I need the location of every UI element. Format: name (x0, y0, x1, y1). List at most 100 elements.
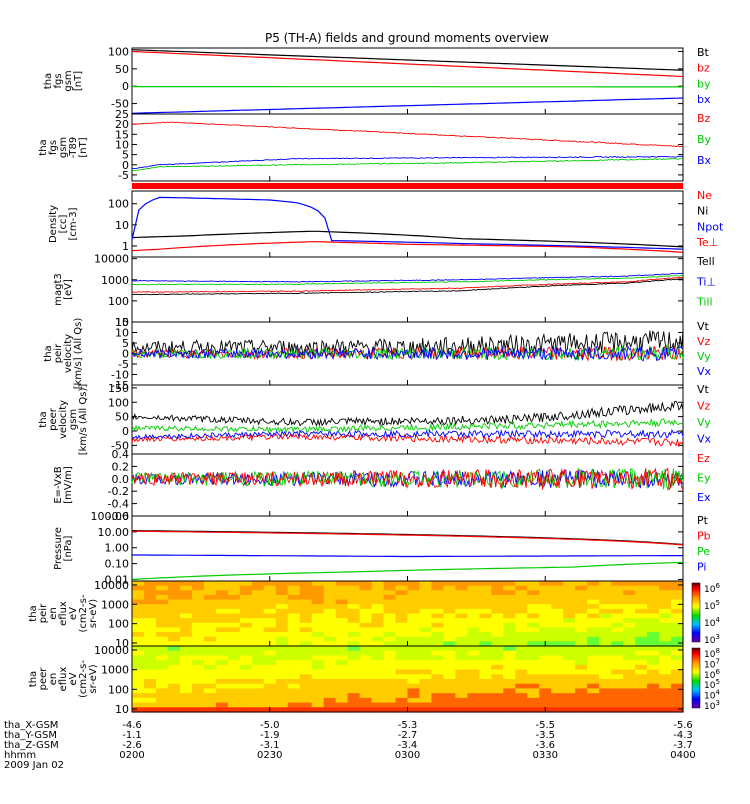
legend-entry: Vy (697, 350, 711, 363)
heatmap-cell (264, 614, 277, 619)
heatmap-cell (527, 586, 540, 591)
heatmap-cell (491, 590, 504, 595)
heatmap-cell (132, 604, 145, 609)
heatmap-cell (479, 600, 492, 605)
heatmap-cell (659, 703, 672, 708)
heatmap-cell (228, 688, 241, 693)
heatmap-cell (360, 674, 373, 679)
heatmap-cell (396, 595, 409, 600)
heatmap-cell (144, 632, 157, 637)
heatmap-cell (491, 618, 504, 623)
heatmap-cell (599, 651, 612, 656)
heatmap-cell (252, 627, 265, 632)
heatmap-cell (240, 627, 253, 632)
heatmap-cell (372, 665, 385, 670)
heatmap-cell (192, 698, 205, 703)
colorbar (692, 648, 700, 708)
data-gap-bar (132, 183, 683, 189)
heatmap-cell (216, 604, 229, 609)
heatmap-cell (611, 679, 624, 684)
heatmap-cell (372, 581, 385, 586)
heatmap-cell (348, 688, 361, 693)
heatmap-cell (623, 665, 636, 670)
heatmap-cell (168, 627, 181, 632)
heatmap-cell (659, 660, 672, 665)
legend-entry: Bz (697, 112, 711, 125)
heatmap-cell (372, 646, 385, 651)
heatmap-cell (348, 674, 361, 679)
heatmap-cell (168, 688, 181, 693)
legend-entry: Vx (697, 365, 712, 378)
legend-entry: bx (697, 93, 711, 106)
y-tick-label: 150 (108, 382, 129, 395)
heatmap-cell (587, 581, 600, 586)
heatmap-cell (180, 703, 193, 708)
legend-entry: Vt (697, 320, 710, 333)
heatmap-cell (192, 637, 205, 642)
heatmap-cell (144, 637, 157, 642)
heatmap-cell (611, 600, 624, 605)
heatmap-cell (312, 679, 325, 684)
heatmap-cell (431, 586, 444, 591)
heatmap-cell (360, 688, 373, 693)
heatmap-cell (455, 590, 468, 595)
heatmap-cell (575, 618, 588, 623)
heatmap-cell (671, 684, 684, 689)
legend-entry: Ex (697, 491, 711, 504)
legend-entry: by (697, 77, 711, 90)
heatmap-cell (671, 586, 684, 591)
heatmap-cell (503, 665, 516, 670)
heatmap-cell (587, 609, 600, 614)
legend-entry: Ne (697, 189, 712, 202)
heatmap-cell (408, 688, 421, 693)
heatmap-cell (599, 623, 612, 628)
heatmap-cell (324, 684, 337, 689)
heatmap-cell (144, 698, 157, 703)
heatmap-cell (336, 660, 349, 665)
heatmap-cell (647, 679, 660, 684)
heatmap-cell (168, 600, 181, 605)
heatmap-cell (168, 698, 181, 703)
heatmap-cell (539, 595, 552, 600)
heatmap-cell (312, 600, 325, 605)
legend-entry: Tell (696, 255, 715, 268)
heatmap-cell (503, 660, 516, 665)
heatmap-cell (551, 581, 564, 586)
heatmap-cell (503, 614, 516, 619)
heatmap-cell (396, 651, 409, 656)
heatmap-cell (611, 684, 624, 689)
heatmap-cell (336, 637, 349, 642)
y-tick-label: 0 (122, 425, 129, 438)
heatmap-cell (252, 586, 265, 591)
heatmap-cell (300, 674, 313, 679)
heatmap-cell (180, 679, 193, 684)
heatmap-cell (396, 655, 409, 660)
legend-entry: Vx (697, 432, 712, 445)
legend-entry: Npot (697, 220, 724, 233)
heatmap-cell (515, 698, 528, 703)
heatmap-cell (180, 581, 193, 586)
heatmap-cell (360, 693, 373, 698)
heatmap-cell (527, 688, 540, 693)
heatmap-cell (252, 655, 265, 660)
heatmap-cell (443, 604, 456, 609)
heatmap-cell (431, 600, 444, 605)
heatmap-cell (623, 614, 636, 619)
heatmap-cell (575, 637, 588, 642)
heatmap-cell (192, 586, 205, 591)
heatmap-cell (372, 655, 385, 660)
heatmap-cell (443, 590, 456, 595)
heatmap-cell (252, 595, 265, 600)
legend-entry: Pt (697, 514, 709, 527)
heatmap-cell (228, 590, 241, 595)
y-axis-label: [cm-3] (68, 207, 79, 240)
legend-entry: Te⊥ (696, 236, 718, 249)
heatmap-cell (384, 679, 397, 684)
heatmap-cell (527, 655, 540, 660)
heatmap-cell (372, 651, 385, 656)
heatmap-cell (384, 651, 397, 656)
heatmap-cell (611, 581, 624, 586)
heatmap-cell (563, 590, 576, 595)
heatmap-cell (168, 604, 181, 609)
heatmap-cell (300, 623, 313, 628)
